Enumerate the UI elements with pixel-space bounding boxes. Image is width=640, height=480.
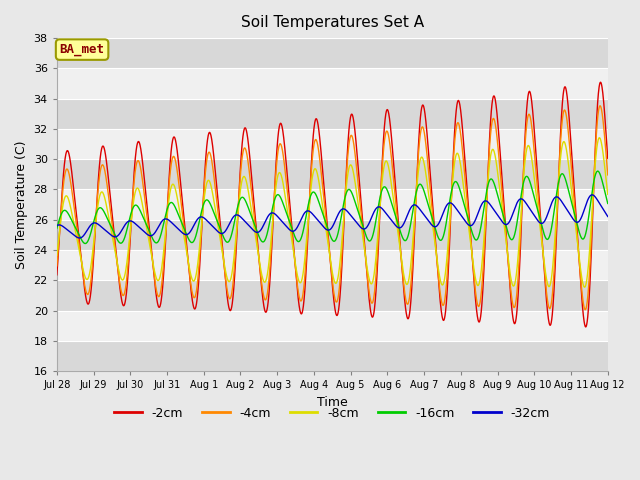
Bar bbox=[57, 280, 608, 311]
Legend: -2cm, -4cm, -8cm, -16cm, -32cm: -2cm, -4cm, -8cm, -16cm, -32cm bbox=[109, 402, 556, 425]
-8cm bbox=[534, 204, 541, 209]
-16cm bbox=[81, 240, 89, 246]
-2cm bbox=[534, 174, 541, 180]
-16cm bbox=[116, 240, 124, 246]
-16cm bbox=[288, 227, 296, 232]
Bar bbox=[57, 159, 608, 190]
-2cm bbox=[264, 300, 272, 305]
-2cm bbox=[148, 256, 156, 262]
Line: -4cm: -4cm bbox=[57, 106, 608, 310]
Bar bbox=[57, 311, 608, 341]
-4cm bbox=[288, 232, 296, 238]
-2cm bbox=[582, 324, 589, 330]
-2cm bbox=[53, 272, 61, 278]
-4cm bbox=[596, 103, 604, 108]
-8cm bbox=[53, 252, 61, 258]
-16cm bbox=[53, 226, 61, 231]
Line: -8cm: -8cm bbox=[57, 138, 608, 287]
-8cm bbox=[596, 135, 604, 141]
Y-axis label: Soil Temperature (C): Soil Temperature (C) bbox=[15, 140, 28, 269]
Bar bbox=[57, 129, 608, 159]
-8cm bbox=[264, 266, 272, 272]
-8cm bbox=[148, 257, 156, 263]
Line: -2cm: -2cm bbox=[57, 82, 608, 327]
-8cm bbox=[593, 143, 601, 148]
-4cm bbox=[593, 121, 601, 127]
-4cm bbox=[148, 258, 156, 264]
-8cm bbox=[580, 284, 588, 290]
Text: BA_met: BA_met bbox=[60, 43, 104, 56]
-4cm bbox=[53, 263, 61, 269]
Bar bbox=[57, 220, 608, 250]
-2cm bbox=[596, 79, 604, 85]
-8cm bbox=[288, 238, 296, 244]
-2cm bbox=[593, 108, 601, 114]
-32cm bbox=[116, 230, 124, 236]
-2cm bbox=[604, 156, 612, 161]
-32cm bbox=[53, 223, 61, 228]
Bar bbox=[57, 341, 608, 371]
Bar bbox=[57, 68, 608, 99]
-2cm bbox=[288, 226, 296, 232]
-4cm bbox=[264, 286, 272, 291]
-16cm bbox=[264, 226, 272, 232]
-32cm bbox=[264, 213, 272, 219]
-4cm bbox=[581, 307, 589, 312]
Bar bbox=[57, 250, 608, 280]
-32cm bbox=[148, 232, 156, 238]
-32cm bbox=[288, 228, 296, 234]
-32cm bbox=[588, 192, 596, 198]
-16cm bbox=[604, 201, 612, 206]
-32cm bbox=[593, 197, 601, 203]
-8cm bbox=[604, 192, 612, 197]
-16cm bbox=[593, 168, 601, 174]
-4cm bbox=[116, 279, 124, 285]
X-axis label: Time: Time bbox=[317, 396, 348, 408]
-16cm bbox=[534, 208, 541, 214]
-4cm bbox=[534, 188, 541, 193]
-32cm bbox=[534, 217, 541, 223]
-16cm bbox=[594, 168, 602, 174]
Line: -16cm: -16cm bbox=[57, 171, 608, 243]
-8cm bbox=[116, 271, 124, 277]
Line: -32cm: -32cm bbox=[57, 195, 608, 238]
-32cm bbox=[604, 214, 612, 219]
-16cm bbox=[148, 236, 156, 241]
Bar bbox=[57, 190, 608, 220]
Bar bbox=[57, 99, 608, 129]
-2cm bbox=[116, 283, 124, 289]
Bar bbox=[57, 38, 608, 68]
-4cm bbox=[604, 172, 612, 178]
-32cm bbox=[76, 235, 83, 241]
Title: Soil Temperatures Set A: Soil Temperatures Set A bbox=[241, 15, 424, 30]
